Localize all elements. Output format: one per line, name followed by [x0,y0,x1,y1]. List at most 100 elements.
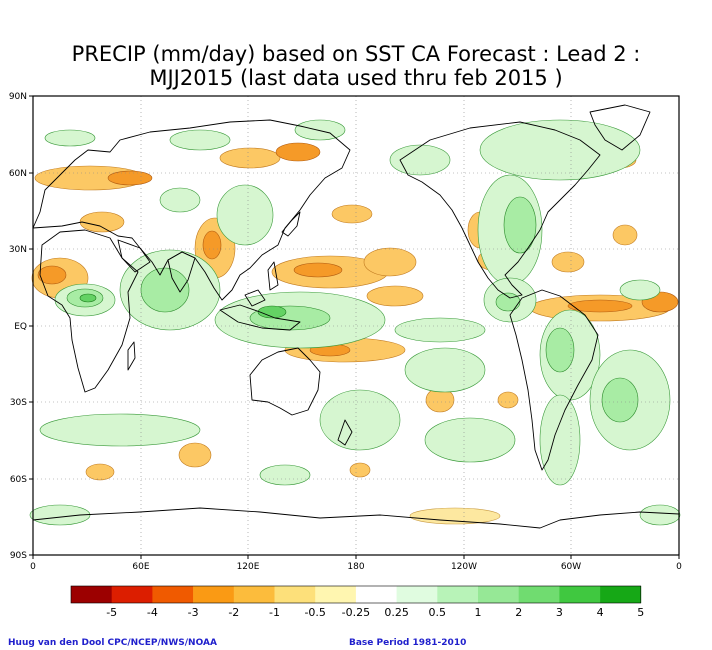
dry-anomaly-blob [567,299,633,313]
dry-anomaly-blob [293,262,343,278]
colorbar-label: -1 [269,606,280,619]
colorbar-label: -5 [106,606,117,619]
credit-author: Huug van den Dool CPC/NCEP/NWS/NOAA [8,638,217,648]
dry-anomaly-blob [612,224,638,246]
wet-anomaly-blob [79,293,97,303]
colorbar-frame [70,585,642,604]
colorbar-swatch [518,586,560,603]
wet-anomaly-blob [601,377,639,423]
lat-label-90s: 90S [10,551,27,561]
coastline-new-zealand [337,419,353,446]
wet-anomaly-blob [39,413,201,447]
lon-label-60w: 60W [561,562,581,572]
wet-anomaly-blob [639,504,681,526]
coastline-arabia [117,239,151,273]
graticule [33,96,679,555]
wet-anomaly-blob [44,129,96,147]
colorbar-label: 1 [475,606,482,619]
colorbar-swatch [315,586,357,603]
map-title-line-2: MJJ2015 (last data used thru feb 2015 ) [149,66,563,90]
dry-anomaly-blob [275,142,321,162]
wet-anomaly-blob [259,464,311,486]
lon-label-0: 0 [30,562,36,572]
dry-anomaly-blob [366,285,424,307]
wet-anomaly-blob [159,187,201,213]
dry-anomaly-blob [178,442,212,468]
dry-anomaly-blob [551,251,585,273]
dry-anomaly-blob [202,230,222,260]
colorbar-label: 0.25 [384,606,409,619]
coastlines [32,104,680,529]
lat-label-60n: 60N [9,169,27,179]
lon-label-120e: 120E [237,562,260,572]
colorbar-label: -0.5 [304,606,325,619]
wet-anomaly-blob [619,279,661,301]
dry-anomaly-blob [107,170,153,186]
wet-anomaly-blob [257,305,287,319]
wet-anomaly-blob [404,347,486,393]
wet-anomaly-blob [495,292,521,312]
wet-anomaly-blob [319,389,401,451]
coastline-north-america [399,121,601,299]
coastline-philippines [267,261,279,291]
dry-anomaly-blob [497,391,519,409]
lat-label-30n: 30N [9,245,27,255]
coastline-eurasia [32,119,351,301]
colorbar-label: -3 [188,606,199,619]
colorbar: -5 -4 -3 -2 -1 -0.5 -0.25 0.25 0.5 1 2 3 4 5 [70,585,644,619]
colorbar-swatch [152,586,194,603]
dry-anomaly-blob [363,247,417,277]
colorbar-swatch [478,586,519,603]
dry-anomaly-blob [349,462,371,478]
lon-label-180: 180 [347,562,364,572]
latitude-axis: 90N 60N 30N EQ 30S 60S 90S [9,92,33,561]
dry-anomaly-blob [37,265,67,285]
credit-base-period: Base Period 1981-2010 [349,638,467,648]
wet-anomaly-blob [503,196,537,254]
colorbar-label: 4 [597,606,604,619]
coastline-madagascar [127,341,136,371]
colorbar-label: -4 [147,606,158,619]
colorbar-label: -2 [228,606,239,619]
dry-anomaly-blob [409,507,501,525]
dry-anomaly-blob [79,211,125,233]
dry-anomaly-blob [219,147,281,169]
lat-label-eq: EQ [14,322,27,332]
colorbar-swatch [437,586,479,603]
colorbar-label: 3 [556,606,563,619]
coastline-borneo [244,289,266,307]
coastline-australia [249,347,321,416]
anomaly-shading [29,119,681,526]
coastline-maritime-continent [219,304,301,331]
wet-anomaly-blob [389,144,451,176]
coastline-japan [281,211,301,237]
dry-anomaly-blob [85,463,115,481]
coastline-india [167,251,196,293]
wet-anomaly-regions [29,119,681,526]
wet-anomaly-blob [216,184,274,246]
wet-anomaly-blob [169,129,231,151]
map-title-line-1: PRECIP (mm/day) based on SST CA Forecast… [71,42,641,66]
lat-label-90n: 90N [9,92,27,102]
lon-label-120w: 120W [451,562,477,572]
wet-anomaly-blob [140,267,190,313]
wet-anomaly-blob [424,417,516,463]
colorbar-swatch [396,586,438,603]
colorbar-label: 0.5 [429,606,447,619]
colorbar-swatch [559,586,601,603]
colorbar-swatch [355,586,397,603]
wet-anomaly-blob [394,317,486,343]
lat-label-30s: 30S [10,398,27,408]
wet-anomaly-blob [294,119,346,141]
lon-label-0-east: 0 [676,562,682,572]
colorbar-swatch [71,586,112,603]
wet-anomaly-blob [545,327,575,373]
wet-anomaly-blob [539,394,581,486]
coastline-south-america [509,289,599,471]
lat-label-60s: 60S [10,475,27,485]
colorbar-swatch [274,586,316,603]
dry-anomaly-blob [331,204,373,224]
colorbar-label: 2 [515,606,522,619]
coastline-africa [39,229,139,393]
